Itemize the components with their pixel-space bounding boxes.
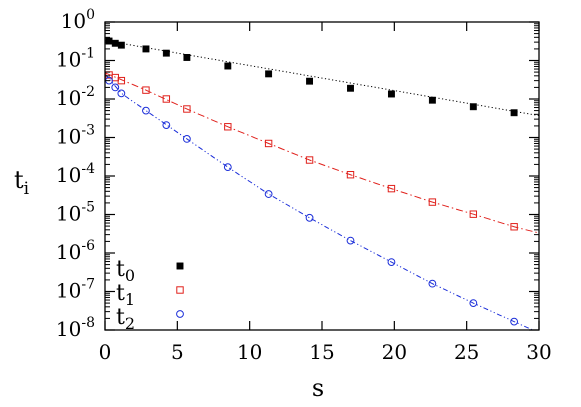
point-t0: [162, 49, 170, 57]
point-t1: [117, 76, 126, 85]
x-tick-label: 30: [526, 340, 551, 364]
point-t0: [105, 37, 113, 45]
x-axis-label: s: [312, 374, 324, 402]
fit-line-t1: [104, 72, 540, 234]
y-tick-label: 10-6: [56, 238, 95, 264]
point-t2: [510, 317, 519, 326]
point-t0: [265, 70, 273, 78]
y-axis-label: ti: [14, 166, 30, 199]
point-t2: [346, 236, 355, 245]
point-t0: [510, 109, 518, 117]
point-t0: [428, 96, 436, 104]
fit-line-t0: [104, 40, 540, 117]
x-tick-label: 25: [454, 340, 479, 364]
point-t1: [264, 139, 273, 148]
y-tick-label: 10-8: [56, 315, 95, 341]
point-t2: [305, 213, 314, 222]
plot-frame: [104, 21, 540, 331]
point-t1: [428, 198, 437, 206]
y-axis-label-sub: i: [24, 179, 30, 199]
point-t0: [142, 45, 150, 53]
axis-ticks: [104, 21, 540, 331]
y-tick-label: 10-1: [56, 46, 95, 72]
point-t1: [183, 105, 191, 113]
legend-label-t2: t2: [116, 305, 135, 333]
y-tick-label: 10-2: [56, 84, 95, 110]
point-t2: [117, 89, 126, 98]
point-t2: [162, 121, 171, 129]
y-tick-label: 10-3: [56, 123, 95, 149]
x-tick-label: 15: [309, 340, 334, 364]
tick-labels: 0 5 10 15 20 25 30 100 10-1 10-2 10-3 10-4 10-5 10-6 1…: [56, 7, 552, 364]
point-t0: [117, 41, 125, 49]
point-t1: [469, 210, 478, 218]
point-t0: [347, 84, 354, 92]
point-t0: [224, 62, 232, 70]
point-t0: [111, 39, 119, 47]
point-t0: [469, 103, 477, 111]
x-tick-label: 20: [382, 340, 407, 364]
fit-line-t2: [104, 73, 532, 330]
point-t2: [182, 134, 191, 143]
y-tick-label: 10-7: [56, 277, 95, 303]
point-t0: [387, 90, 395, 98]
point-t1: [305, 156, 314, 164]
point-t1: [142, 86, 150, 94]
point-t1: [162, 95, 171, 103]
point-t1: [387, 184, 396, 193]
legend-marker-t1: [176, 286, 184, 294]
point-t2: [111, 83, 120, 92]
y-tick-label: 10-5: [56, 200, 95, 226]
point-t1: [224, 123, 232, 131]
point-t2: [428, 279, 437, 288]
point-t2: [142, 106, 150, 115]
fit-lines: [104, 40, 540, 330]
legend-marker-t2: [176, 310, 184, 318]
point-t0: [306, 77, 314, 85]
point-t2: [223, 163, 232, 172]
data-markers: [105, 37, 519, 326]
point-t2: [387, 258, 396, 267]
point-t0: [183, 54, 191, 61]
point-t1: [346, 171, 355, 179]
x-tick-label: 5: [171, 340, 184, 364]
point-t2: [469, 299, 478, 307]
point-t1: [510, 223, 518, 231]
legend-label-t0: t0: [116, 257, 135, 285]
legend-marker-t0: [176, 262, 184, 270]
y-axis-label-main: t: [14, 166, 24, 194]
x-tick-label: 0: [99, 340, 112, 364]
point-t2: [264, 190, 273, 198]
y-tick-label: 100: [61, 7, 95, 33]
x-tick-label: 10: [237, 340, 262, 364]
legend-label-t1: t1: [116, 281, 135, 309]
y-tick-label: 10-4: [56, 161, 95, 187]
